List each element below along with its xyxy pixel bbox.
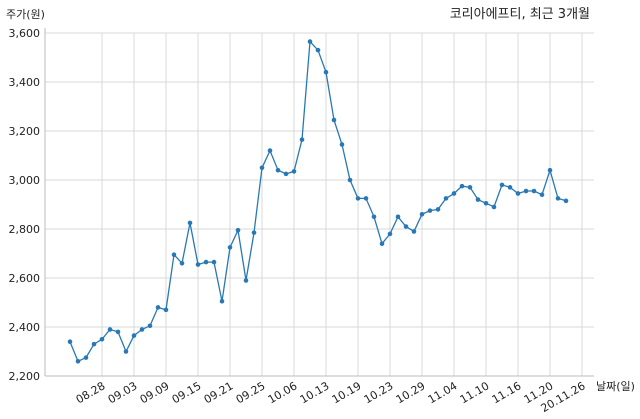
price-point (219, 298, 225, 304)
price-point (291, 169, 297, 174)
x-axis-label: 날짜(일) (596, 379, 635, 393)
price-point (91, 341, 97, 347)
y-tick-label: 2,600 (9, 272, 41, 285)
price-point (99, 336, 105, 342)
price-point (411, 229, 417, 234)
price-point (155, 305, 161, 310)
y-axis-label: 주가(원) (6, 8, 45, 21)
y-tick-label: 3,000 (9, 174, 41, 187)
price-point (83, 355, 89, 360)
price-point (195, 262, 201, 267)
price-point (187, 220, 193, 226)
price-point (203, 259, 209, 265)
price-point (315, 47, 321, 53)
price-point (555, 196, 561, 201)
price-point (131, 333, 137, 338)
price-point (387, 231, 393, 237)
price-point (275, 167, 281, 173)
x-tick-label: 09.09 (138, 379, 172, 406)
x-tick-label: 09.15 (170, 379, 204, 406)
price-point (323, 69, 329, 75)
y-tick-label: 2,200 (9, 370, 41, 383)
price-point (115, 329, 121, 335)
price-point (107, 327, 113, 332)
x-tick-label: 08.28 (74, 379, 108, 406)
price-point (475, 197, 481, 202)
grid-lines (45, 32, 594, 377)
price-point (459, 183, 465, 189)
x-tick-label: 10.23 (362, 379, 396, 406)
y-tick-labels: 2,200 2,400 2,600 2,800 3,000 3,200 3,400 3,600 (9, 27, 41, 383)
price-point (363, 196, 369, 201)
price-point (235, 227, 241, 233)
x-tick-label: 10.06 (266, 379, 300, 406)
price-point (419, 212, 425, 217)
x-tick-label: 11.10 (458, 379, 492, 406)
x-tick-label: 10.29 (394, 379, 428, 406)
price-point (267, 148, 273, 153)
axes (44, 28, 594, 377)
x-tick-label: 11.16 (490, 379, 524, 406)
price-point (243, 278, 249, 283)
price-point (451, 191, 457, 196)
x-tick-labels: 08.2809.0309.0909.1509.2109.2510.0610.13… (74, 379, 588, 415)
price-point (435, 207, 441, 212)
price-point (147, 323, 153, 329)
price-point (67, 339, 73, 345)
price-point (283, 171, 289, 177)
price-point (547, 167, 553, 173)
price-point (347, 177, 353, 183)
y-tick-label: 3,600 (9, 27, 41, 40)
price-point (139, 327, 145, 332)
y-tick-label: 3,400 (9, 76, 41, 89)
price-point (259, 165, 265, 171)
price-point (75, 359, 81, 364)
price-point (123, 349, 129, 354)
price-point (251, 230, 257, 235)
y-tick-label: 3,200 (9, 125, 41, 138)
price-point (307, 39, 313, 44)
price-point (179, 261, 185, 266)
x-tick-label: 11.04 (426, 379, 460, 406)
price-points (67, 39, 569, 364)
price-point (443, 196, 449, 201)
x-tick-label: 10.13 (298, 379, 332, 406)
price-point (499, 182, 505, 188)
price-point (507, 185, 513, 190)
price-point (483, 200, 489, 206)
price-point (371, 214, 377, 220)
price-point (531, 188, 537, 194)
price-point (211, 259, 217, 265)
x-tick-label: 10.19 (330, 379, 364, 406)
y-tick-label: 2,400 (9, 321, 41, 334)
price-point (491, 204, 497, 210)
x-tick-label: 09.21 (202, 379, 236, 406)
price-point (299, 137, 305, 142)
price-point (563, 198, 569, 204)
price-series-line (69, 40, 567, 363)
price-point (403, 224, 409, 229)
price-point (379, 241, 385, 246)
price-point (163, 307, 169, 313)
price-point (331, 117, 337, 123)
price-point (539, 192, 545, 197)
chart-title: 코리아에프티, 최근 3개월 (450, 7, 590, 22)
price-point (427, 208, 433, 213)
price-point (395, 214, 401, 220)
price-point (227, 245, 233, 250)
price-point (339, 142, 345, 147)
price-point (515, 191, 521, 196)
price-point (523, 188, 529, 194)
x-tick-label: 09.03 (106, 379, 140, 406)
x-tick-label: 09.25 (234, 379, 268, 406)
price-point (355, 196, 361, 201)
price-point (467, 185, 473, 190)
price-point (171, 252, 177, 258)
y-tick-label: 2,800 (9, 223, 41, 236)
